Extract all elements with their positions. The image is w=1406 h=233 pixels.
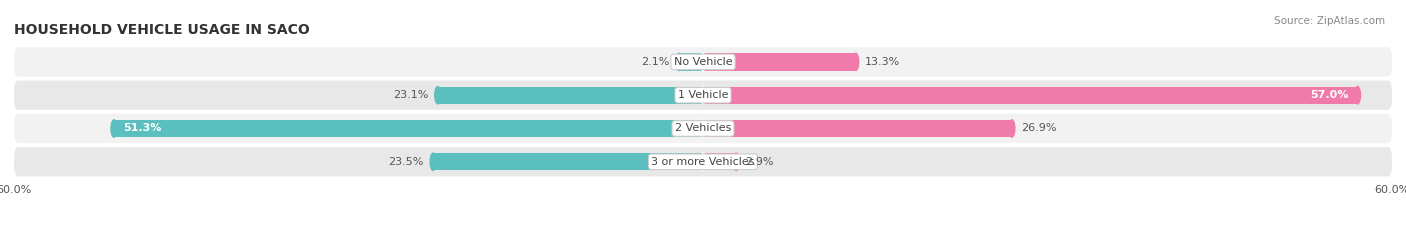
Text: No Vehicle: No Vehicle [673,57,733,67]
Text: 57.0%: 57.0% [1310,90,1348,100]
Text: 2 Vehicles: 2 Vehicles [675,123,731,134]
Text: 23.1%: 23.1% [394,90,429,100]
Bar [703,120,1012,137]
Text: 1 Vehicle: 1 Vehicle [678,90,728,100]
Circle shape [700,120,706,137]
Text: HOUSEHOLD VEHICLE USAGE IN SACO: HOUSEHOLD VEHICLE USAGE IN SACO [14,23,309,37]
Bar [437,86,703,104]
Circle shape [700,86,706,104]
Bar [433,153,703,170]
FancyBboxPatch shape [14,47,1392,77]
Circle shape [1010,120,1015,137]
Text: 2.1%: 2.1% [641,57,669,67]
FancyBboxPatch shape [14,81,1392,110]
Bar [703,53,856,71]
Text: Source: ZipAtlas.com: Source: ZipAtlas.com [1274,16,1385,26]
Text: 2.9%: 2.9% [745,157,773,167]
Bar [114,120,703,137]
Bar [703,86,1358,104]
Text: 3 or more Vehicles: 3 or more Vehicles [651,157,755,167]
Text: 13.3%: 13.3% [865,57,900,67]
FancyBboxPatch shape [14,114,1392,143]
Circle shape [111,120,117,137]
Circle shape [700,153,706,170]
FancyBboxPatch shape [14,147,1392,176]
Circle shape [434,86,440,104]
Bar [703,153,737,170]
Text: 23.5%: 23.5% [388,157,425,167]
Bar [679,53,703,71]
Circle shape [1354,86,1361,104]
Text: 51.3%: 51.3% [124,123,162,134]
Circle shape [430,153,436,170]
Circle shape [734,153,740,170]
Circle shape [700,53,706,71]
Circle shape [852,53,859,71]
Circle shape [676,53,682,71]
Text: 26.9%: 26.9% [1021,123,1056,134]
